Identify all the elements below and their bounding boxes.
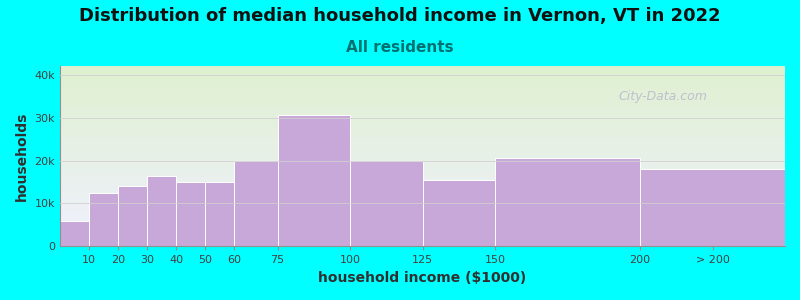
Bar: [234, 160, 278, 246]
Bar: [350, 160, 422, 246]
Bar: [422, 180, 495, 246]
Text: All residents: All residents: [346, 40, 454, 56]
Text: Distribution of median household income in Vernon, VT in 2022: Distribution of median household income …: [79, 8, 721, 26]
Bar: [147, 176, 176, 246]
X-axis label: household income ($1000): household income ($1000): [318, 271, 526, 285]
Bar: [640, 169, 785, 246]
Bar: [89, 193, 118, 246]
Bar: [278, 116, 350, 246]
Bar: [60, 220, 89, 246]
Bar: [205, 182, 234, 246]
Bar: [176, 182, 205, 246]
Bar: [495, 158, 640, 246]
Bar: [118, 186, 147, 246]
Y-axis label: households: households: [15, 112, 29, 201]
Text: City-Data.com: City-Data.com: [618, 90, 707, 103]
